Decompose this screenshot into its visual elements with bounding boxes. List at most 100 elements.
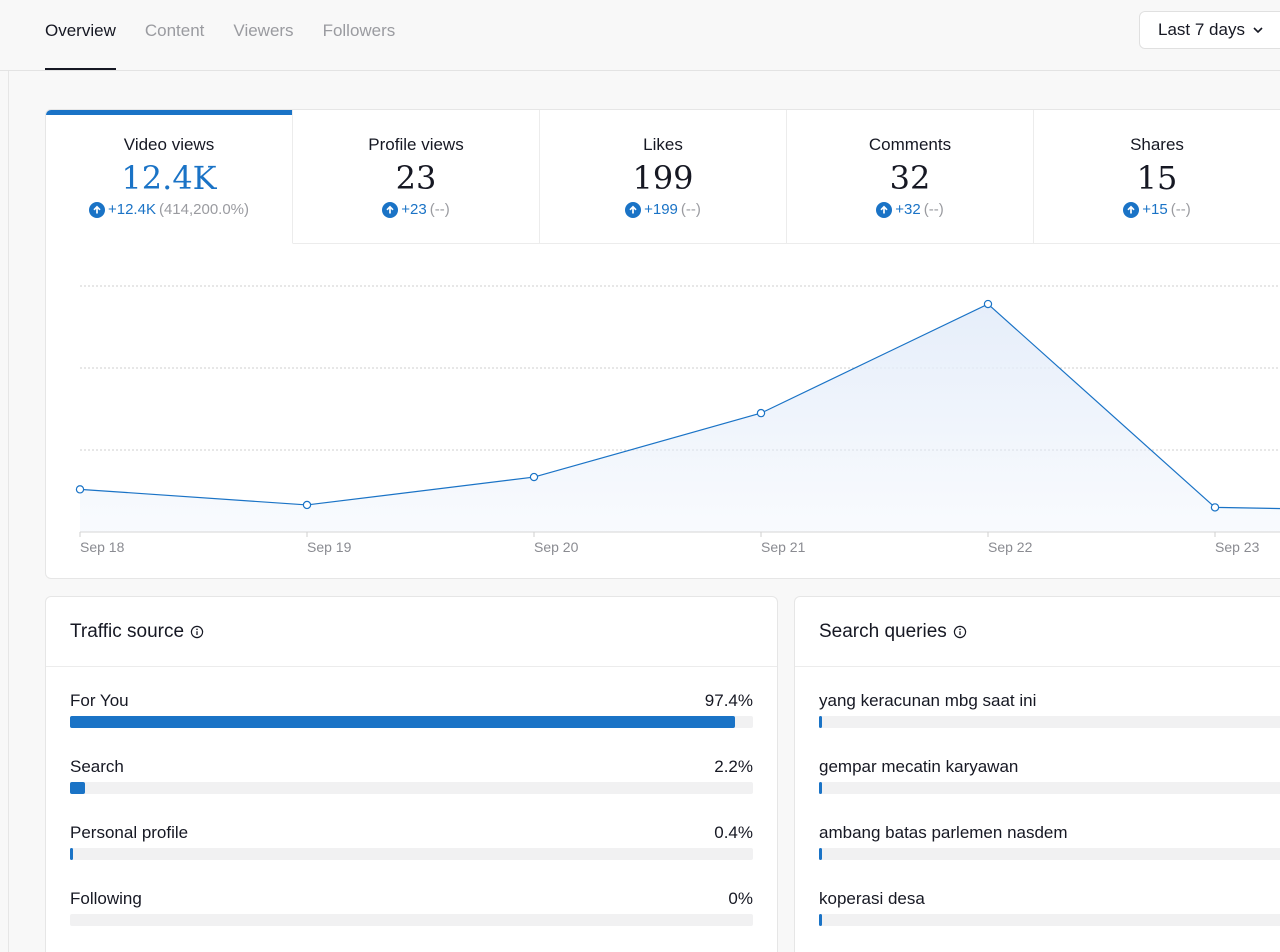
metric-pct: (--) xyxy=(1170,201,1191,218)
search-queries-list: yang keracunan mbg saat ini gempar mecat… xyxy=(819,691,1280,952)
metric-label: Likes xyxy=(643,135,683,154)
metric-label: Shares xyxy=(1130,135,1184,154)
list-item: Search 2.2% xyxy=(70,757,753,823)
query-label: koperasi desa xyxy=(819,889,925,908)
progress-fill xyxy=(819,716,822,728)
data-point xyxy=(1210,503,1220,512)
progress-fill xyxy=(70,782,86,794)
panel-header: Traffic source xyxy=(46,597,777,667)
x-tick-label: Sep 19 xyxy=(307,539,352,555)
metric-value: 23 xyxy=(395,159,437,197)
list-item: Personal profile 0.4% xyxy=(70,823,753,889)
arrow-up-icon xyxy=(88,201,105,218)
panel-title: Search queries xyxy=(819,620,947,642)
metric-pct: (--) xyxy=(923,201,944,218)
list-item[interactable]: koperasi desa xyxy=(819,889,1280,952)
metric-value: 15 xyxy=(1136,159,1178,197)
metric-label: Comments xyxy=(868,135,952,154)
query-label: ambang batas parlemen nasdem xyxy=(819,823,1068,842)
list-item[interactable]: gempar mecatin karyawan xyxy=(819,757,1280,823)
source-percentage: 0.4% xyxy=(714,823,753,842)
source-percentage: 97.4% xyxy=(704,691,753,710)
source-label: For You xyxy=(70,691,129,710)
source-label: Search xyxy=(70,757,124,776)
progress-fill xyxy=(70,848,73,860)
x-tick-label: Sep 21 xyxy=(761,539,806,555)
date-range-label: Last 7 days xyxy=(1158,20,1245,39)
traffic-source-list: For You 97.4% Search 2.2% Personal profi… xyxy=(70,691,753,952)
metric-profile-views[interactable]: Profile views 23 +23 (--) xyxy=(293,110,540,244)
metric-label: Video views xyxy=(123,135,215,154)
tab-overview[interactable]: Overview xyxy=(45,18,116,70)
progress-track xyxy=(70,848,753,860)
x-tick-label: Sep 18 xyxy=(80,539,125,555)
info-icon[interactable] xyxy=(190,625,204,639)
metric-comments[interactable]: Comments 32 +32 (--) xyxy=(787,110,1034,244)
metric-change: +12.4K (414,200.0%) xyxy=(46,201,292,218)
arrow-up-icon xyxy=(1123,201,1140,218)
data-point xyxy=(302,500,312,510)
list-item: Following 0% xyxy=(70,889,753,952)
list-item: For You 97.4% xyxy=(70,691,753,757)
metric-shares[interactable]: Shares 15 +15 (--) xyxy=(1034,110,1280,244)
metric-pct: (--) xyxy=(680,201,701,218)
list-item[interactable]: yang keracunan mbg saat ini xyxy=(819,691,1280,757)
metric-pct: (414,200.0%) xyxy=(158,201,250,218)
progress-track xyxy=(70,716,753,728)
date-range-dropdown[interactable]: Last 7 days xyxy=(1139,11,1280,49)
progress-track xyxy=(819,782,1280,794)
query-label: yang keracunan mbg saat ini xyxy=(819,691,1037,710)
tab-viewers[interactable]: Viewers xyxy=(233,21,294,40)
source-percentage: 2.2% xyxy=(714,757,753,776)
metric-label: Profile views xyxy=(368,135,464,154)
x-tick-label: Sep 20 xyxy=(534,539,579,555)
arrow-up-icon xyxy=(625,201,642,218)
metric-delta: +32 xyxy=(895,201,921,218)
search-queries-panel: Search queries yang keracunan mbg saat i… xyxy=(794,596,1280,952)
series-area xyxy=(80,304,1280,532)
page-left-divider xyxy=(8,0,9,952)
x-tick-label: Sep 22 xyxy=(988,539,1033,555)
metric-tabs: Video views 12.4K +12.4K (414,200.0%) Pr… xyxy=(46,110,1280,244)
list-item[interactable]: ambang batas parlemen nasdem xyxy=(819,823,1280,889)
progress-track xyxy=(819,914,1280,926)
metric-likes[interactable]: Likes 199 +199 (--) xyxy=(540,110,787,244)
metric-delta: +12.4K xyxy=(107,201,156,218)
info-icon[interactable] xyxy=(953,625,967,639)
metric-value: 199 xyxy=(632,159,694,197)
progress-track xyxy=(819,716,1280,728)
arrow-up-icon xyxy=(382,201,399,218)
metric-delta: +15 xyxy=(1142,201,1168,218)
progress-track xyxy=(70,914,753,926)
metric-change: +32 (--) xyxy=(787,201,1033,218)
metric-change: +15 (--) xyxy=(1034,201,1280,218)
data-point xyxy=(983,299,993,309)
progress-fill xyxy=(819,914,822,926)
traffic-source-panel: Traffic source For You 97.4% Search 2.2%… xyxy=(45,596,778,952)
top-tab-bar: Overview Content Viewers Followers Last … xyxy=(0,0,1280,71)
metric-value: 32 xyxy=(889,159,931,197)
panel-header: Search queries xyxy=(795,597,1280,667)
panel-title: Traffic source xyxy=(70,620,185,642)
metric-change: +199 (--) xyxy=(540,201,786,218)
progress-fill xyxy=(819,782,822,794)
source-label: Personal profile xyxy=(70,823,189,842)
chevron-down-icon xyxy=(1253,27,1263,34)
metric-value: 12.4K xyxy=(121,159,217,197)
data-point xyxy=(75,485,85,494)
tab-content[interactable]: Content xyxy=(144,21,205,40)
progress-track xyxy=(70,782,753,794)
metric-change: +23 (--) xyxy=(293,201,539,218)
progress-fill xyxy=(819,848,822,860)
source-percentage: 0% xyxy=(728,889,753,908)
metric-video-views[interactable]: Video views 12.4K +12.4K (414,200.0%) xyxy=(46,110,293,244)
x-tick-label: Sep 23 xyxy=(1215,539,1260,555)
progress-fill xyxy=(70,716,736,728)
data-point xyxy=(756,408,766,418)
metric-delta: +199 xyxy=(644,201,678,218)
data-point xyxy=(529,472,539,482)
tab-followers[interactable]: Followers xyxy=(322,21,396,40)
metric-pct: (--) xyxy=(429,201,450,218)
